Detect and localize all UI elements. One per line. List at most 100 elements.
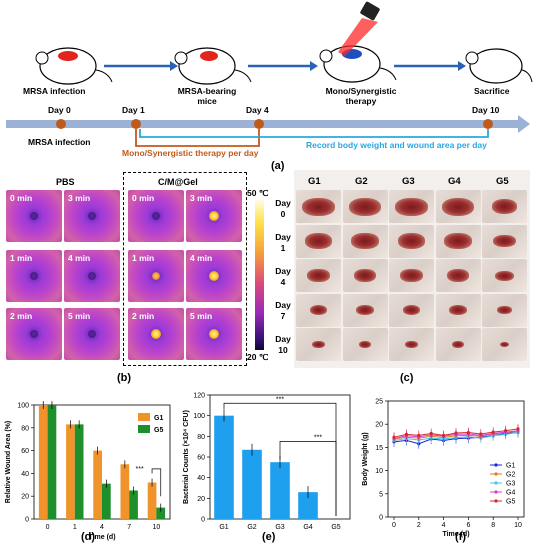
wound-photo [482, 259, 527, 292]
scale-max-label: 50 ℃ [247, 188, 269, 198]
wound-photo [296, 328, 341, 361]
timeline-day: Day 1 [122, 105, 145, 115]
thermal-image: 2 min [6, 308, 62, 360]
timeline-marker [483, 119, 493, 129]
y-tick-label: 120 [193, 393, 205, 400]
bar [156, 507, 166, 519]
legend-label: G1 [154, 415, 163, 422]
thermal-image: 3 min [186, 190, 242, 242]
wound-photo [296, 259, 341, 292]
bar [120, 464, 130, 519]
wound-photo [389, 259, 434, 292]
bar [38, 405, 48, 519]
y-tick-label: 80 [197, 434, 205, 441]
x-tick-label: 1 [73, 524, 77, 531]
therapy-label: Mono/Synergistic therapy per day [122, 148, 259, 158]
wound-photo [435, 328, 481, 361]
legend-marker [494, 490, 498, 494]
x-tick-label: 2 [417, 522, 421, 529]
bar [298, 492, 318, 519]
bar [66, 424, 75, 519]
wound-photo [342, 259, 388, 292]
gel-frame [123, 172, 247, 366]
wound-photo [389, 328, 434, 361]
wound-group-label: G4 [448, 176, 461, 187]
wound-photo [389, 293, 434, 327]
legend-label: G2 [506, 472, 515, 479]
bar [129, 490, 138, 519]
x-tick-label: 0 [392, 522, 396, 529]
wound-day-label: Day 1 [275, 232, 291, 253]
significance-label: *** [136, 466, 144, 473]
legend-swatch [138, 425, 150, 433]
significance-label: *** [276, 396, 284, 403]
wound-area-chart: 0 20 40 60 80 100 0 1 4 7 10 Time (d) Relative Wound… [5, 401, 171, 541]
panel-label: (e) [262, 531, 276, 543]
thermal-image: 1 min [6, 250, 62, 302]
legend-label: G1 [506, 463, 515, 470]
legend-marker [494, 472, 498, 476]
plot-frame [387, 400, 525, 518]
x-tick-label: G4 [303, 524, 312, 531]
y-tick-label: 25 [375, 399, 383, 406]
y-tick-label: 0 [201, 517, 205, 524]
timeline-marker [56, 119, 66, 129]
timeline-label: MRSA infection [28, 137, 91, 147]
bar [74, 424, 84, 519]
data-point [392, 435, 396, 439]
wound-photo [435, 259, 481, 292]
wound-photo [482, 328, 527, 361]
timeline-day: Day 4 [246, 105, 269, 115]
wound-photo [342, 293, 388, 327]
mouse-icon [35, 47, 113, 85]
legend-label: G5 [154, 427, 163, 434]
y-axis-label: Relative Wound Area (%) [5, 421, 12, 503]
data-point [404, 432, 408, 437]
timeline-marker [131, 119, 141, 129]
legend-marker [494, 499, 498, 503]
thermal-image: 0 min [6, 190, 62, 242]
group-label-pbs: PBS [56, 177, 75, 187]
y-tick-label: 0 [25, 517, 29, 524]
y-tick-label: 0 [379, 515, 383, 522]
panel-label: (c) [400, 372, 414, 384]
wound-group-label: G1 [308, 176, 321, 187]
wound-day-label: Day 4 [275, 266, 291, 287]
y-axis-label: Bacterial Counts (×10⁴ CFU) [183, 410, 190, 504]
significance-bracket [151, 468, 162, 497]
significance-label: *** [314, 435, 322, 442]
panel-label: (b) [117, 372, 132, 384]
wound-group-label: G3 [402, 176, 415, 187]
wound-photo [296, 224, 341, 258]
bar [102, 483, 111, 519]
record-bracket [139, 129, 489, 138]
mouse-icon [465, 48, 533, 84]
wound-photo [435, 293, 481, 327]
wound-group-label: G5 [496, 176, 509, 187]
step-label: MRSA-bearing mice [177, 86, 237, 106]
x-tick-label: G5 [331, 524, 340, 531]
thermal-image: 3 min [64, 190, 120, 242]
x-tick-label: G3 [275, 524, 284, 531]
thermal-image: 5 min [186, 308, 242, 360]
y-tick-label: 5 [379, 491, 383, 498]
thermal-image: 1 min [128, 250, 184, 302]
x-tick-label: 6 [466, 522, 470, 529]
wound-photo [482, 224, 527, 258]
data-point [454, 431, 458, 435]
step-label: Sacrifice [474, 86, 510, 96]
panel-label: (d) [81, 531, 96, 543]
wound-photo [435, 224, 481, 258]
legend-marker [494, 463, 498, 467]
bar [214, 415, 234, 519]
wound-day-label: Day 7 [275, 300, 291, 321]
bar [147, 482, 157, 519]
bacterial-count-chart: 0 20 40 60 80 100 120 G1 G2 G3 G4 G5 Bacterial Count… [183, 393, 351, 531]
record-label: Record body weight and wound area per da… [306, 140, 487, 150]
x-tick-label: 8 [491, 522, 495, 529]
timeline-day: Day 10 [472, 105, 500, 115]
y-tick-label: 15 [375, 445, 383, 452]
wound-day-label: Day 0 [275, 198, 291, 219]
bar [242, 449, 262, 519]
wound-photo [389, 190, 434, 223]
